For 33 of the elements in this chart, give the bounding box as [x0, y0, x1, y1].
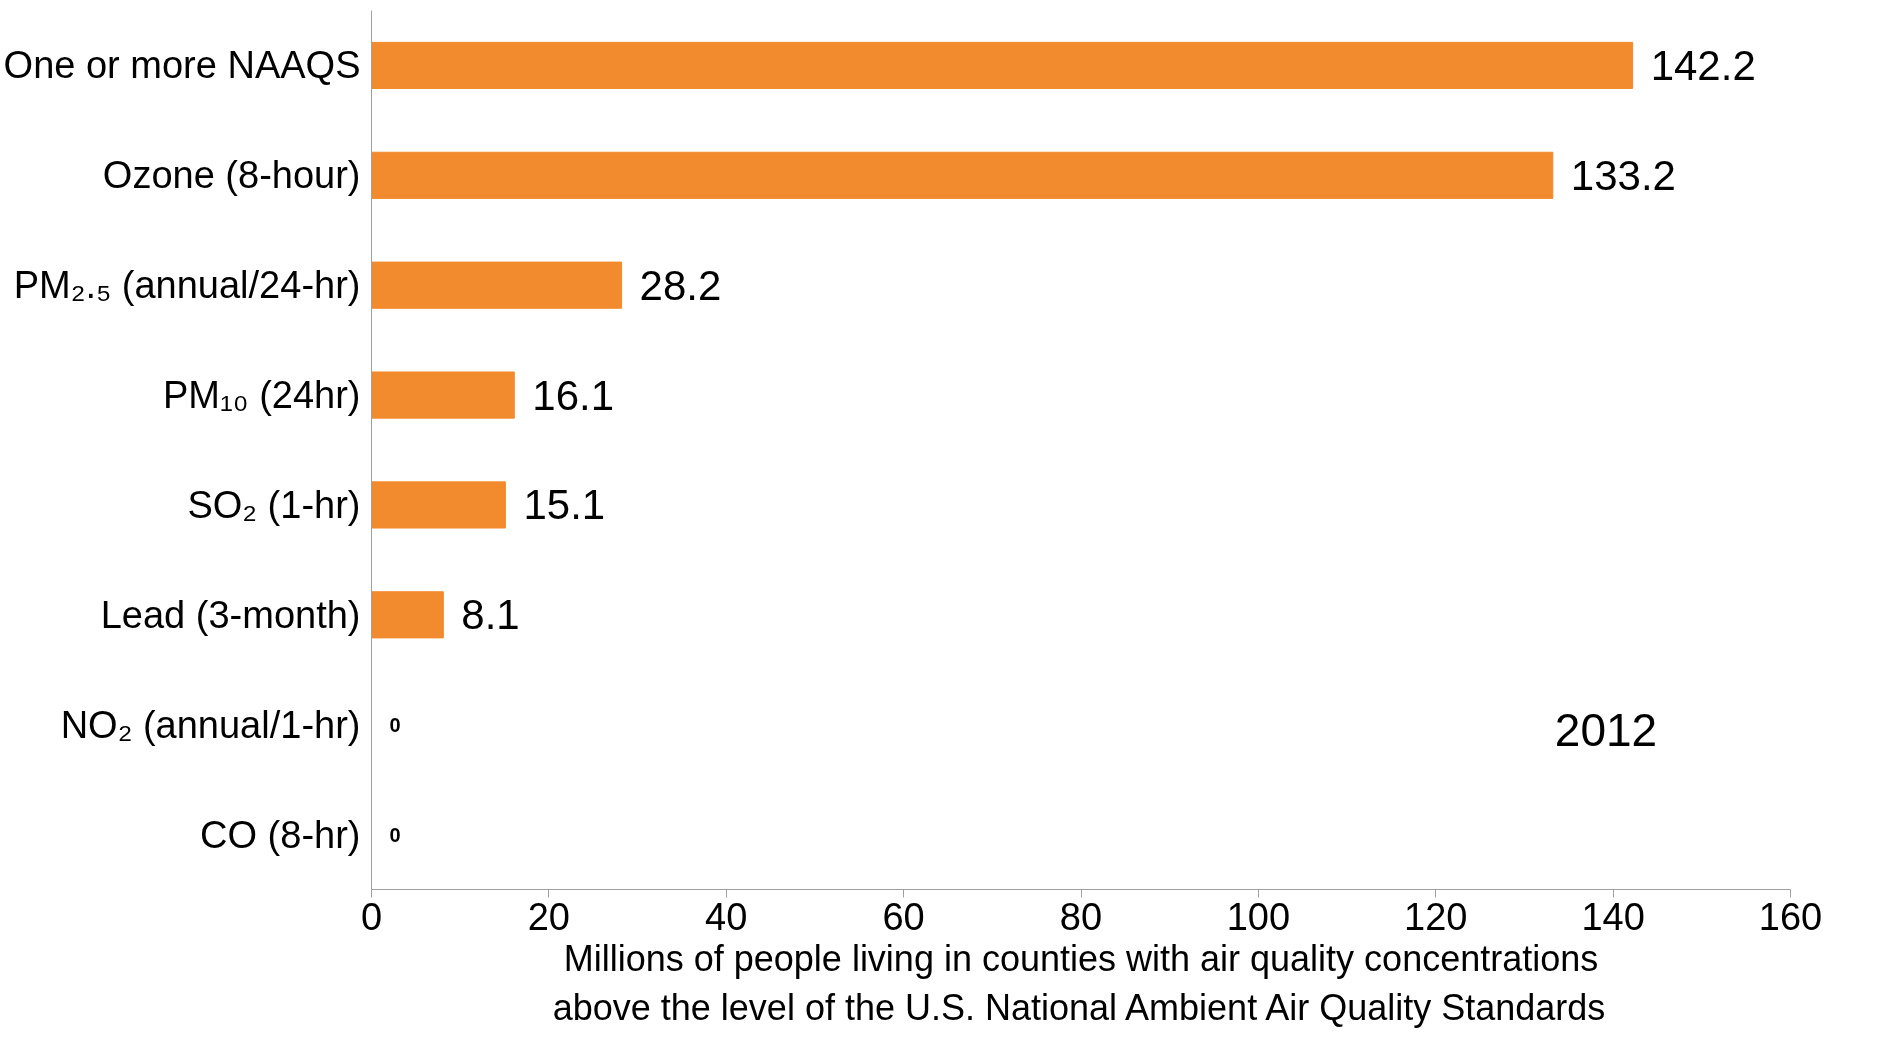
y-tick-label: SO₂ (1-hr): [187, 483, 361, 526]
data-label: 16.1: [532, 371, 615, 419]
y-tick-label: Lead (3-month): [100, 593, 361, 636]
y-tick-label: Ozone (8-hour): [102, 154, 361, 197]
y-tick-label: NO₂ (annual/1-hr): [60, 703, 361, 746]
y-tick-label: PM₁₀ (24hr): [162, 374, 361, 417]
x-tick-label: 120: [1404, 895, 1468, 938]
x-tick-label: 100: [1226, 895, 1291, 938]
bar: [371, 261, 623, 309]
x-tick-label: 40: [705, 895, 748, 938]
data-label: 133.2: [1570, 151, 1676, 199]
x-tick-label: 160: [1758, 895, 1823, 938]
data-label: 0: [389, 823, 401, 846]
bar: [371, 371, 515, 419]
y-tick-label: One or more NAAQS: [3, 44, 361, 87]
y-tick-label: PM₂.₅ (annual/24-hr): [13, 264, 361, 307]
bar: [371, 481, 506, 529]
data-label: 142.2: [1650, 41, 1756, 89]
data-label: 8.1: [461, 591, 520, 639]
x-tick-label: 60: [882, 895, 925, 938]
data-label: 15.1: [523, 481, 606, 529]
x-tick-label: 0: [360, 895, 383, 938]
bar: [371, 41, 1634, 90]
data-label: 0: [389, 713, 401, 736]
x-tick-label: 80: [1059, 895, 1103, 938]
bar: [371, 591, 444, 639]
x-tick-label: 140: [1581, 895, 1645, 938]
data-label: 28.2: [639, 261, 722, 309]
x-axis-title: Millions of people living in counties with air quality concentrations above the level of the U.S. National Ambient Air Quality Standards: [552, 937, 1606, 1028]
x-tick-label: 20: [527, 895, 571, 938]
annotation: 2012: [1554, 704, 1658, 757]
y-tick-label: CO (8-hr): [200, 813, 361, 856]
bar: [371, 151, 1554, 199]
